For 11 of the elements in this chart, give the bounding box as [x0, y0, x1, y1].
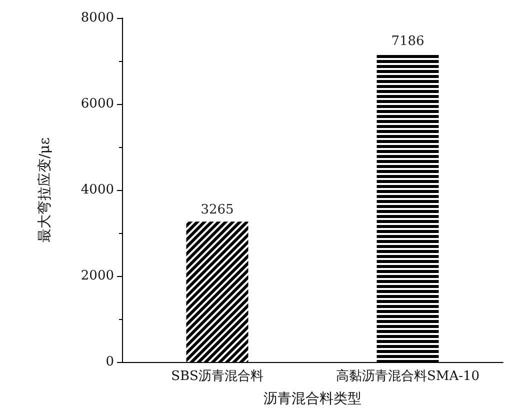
y-tick-label: 8000 — [80, 10, 114, 26]
data-label: 3265 — [200, 202, 234, 218]
x-axis-title: 沥青混合料类型 — [264, 391, 362, 407]
x-tick-label: 高黏沥青混合料SMA-10 — [336, 368, 480, 384]
y-tick-label: 0 — [106, 354, 114, 370]
y-tick-label: 6000 — [80, 96, 114, 112]
y-axis-title: 最大弯拉应变/με — [37, 137, 53, 243]
x-tick-label: SBS沥青混合料 — [171, 369, 264, 384]
data-label: 7186 — [391, 34, 424, 49]
y-tick-label: 4000 — [80, 182, 114, 198]
y-tick-label: 2000 — [80, 268, 114, 284]
